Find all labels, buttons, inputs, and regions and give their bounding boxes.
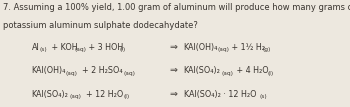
Text: (aq): (aq)	[217, 47, 229, 52]
Text: Al: Al	[32, 43, 39, 52]
Text: (aq): (aq)	[74, 47, 86, 52]
Text: (g): (g)	[263, 47, 271, 52]
Text: (l): (l)	[267, 71, 273, 76]
Text: ⇒: ⇒	[169, 66, 177, 75]
Text: (l): (l)	[123, 94, 130, 99]
Text: ⇒: ⇒	[169, 43, 177, 52]
Text: (aq): (aq)	[123, 71, 135, 76]
Text: KAl(OH)₄: KAl(OH)₄	[184, 43, 218, 52]
Text: + 1½ H₂: + 1½ H₂	[229, 43, 265, 52]
Text: (s): (s)	[40, 47, 48, 52]
Text: KAl(SO₄)₂: KAl(SO₄)₂	[184, 66, 220, 75]
Text: + KOH: + KOH	[49, 43, 78, 52]
Text: potassium aluminum sulphate dodecahydate?: potassium aluminum sulphate dodecahydate…	[3, 21, 198, 30]
Text: ⇒: ⇒	[169, 90, 177, 99]
Text: (l): (l)	[120, 47, 126, 52]
Text: + 3 HOH: + 3 HOH	[86, 43, 124, 52]
Text: + 2 H₂SO₄: + 2 H₂SO₄	[77, 66, 123, 75]
Text: (aq): (aq)	[69, 94, 81, 99]
Text: KAl(SO₄)₂: KAl(SO₄)₂	[32, 90, 68, 99]
Text: KAl(SO₄)₂ · 12 H₂O: KAl(SO₄)₂ · 12 H₂O	[184, 90, 256, 99]
Text: 7. Assuming a 100% yield, 1.00 gram of aluminum will produce how many grams of: 7. Assuming a 100% yield, 1.00 gram of a…	[3, 3, 350, 12]
Text: + 12 H₂O: + 12 H₂O	[81, 90, 124, 99]
Text: KAl(OH)₄: KAl(OH)₄	[32, 66, 66, 75]
Text: (aq): (aq)	[222, 71, 233, 76]
Text: + 4 H₂O: + 4 H₂O	[233, 66, 268, 75]
Text: (s): (s)	[259, 94, 267, 99]
Text: (aq): (aq)	[65, 71, 77, 76]
